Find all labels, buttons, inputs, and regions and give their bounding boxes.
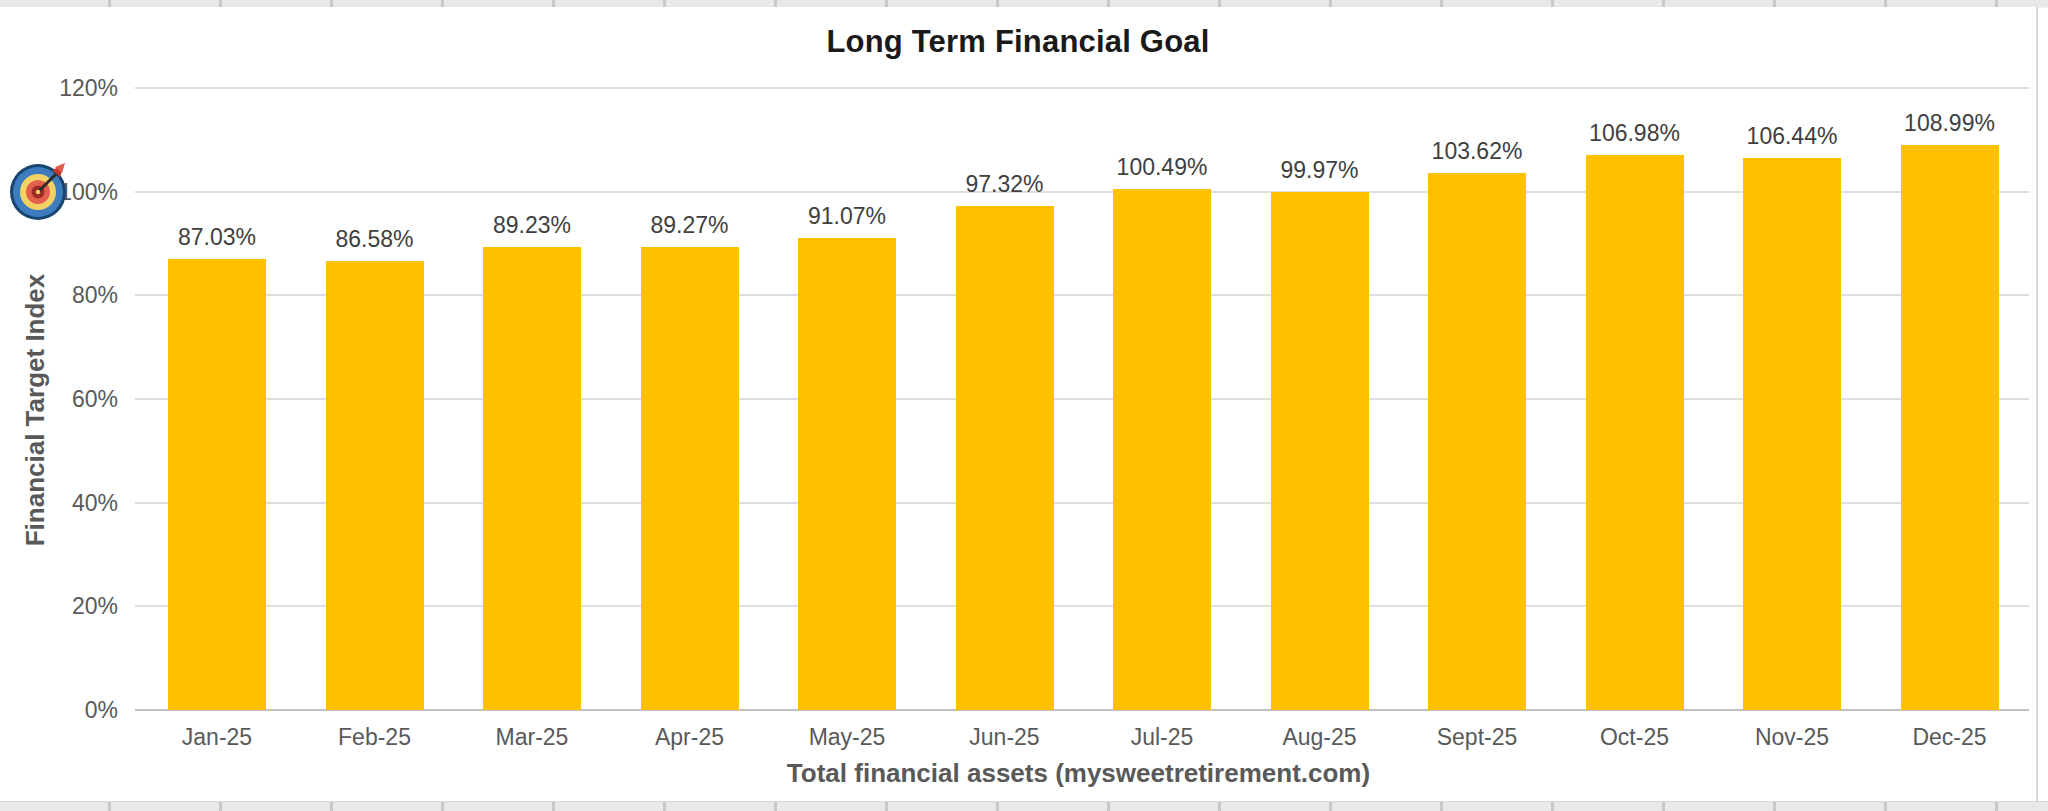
bar-Mar-25 <box>483 247 581 710</box>
bar-data-label-Apr-25: 89.27% <box>605 211 775 239</box>
x-tick-label-Nov-25: Nov-25 <box>1713 722 1871 752</box>
y-tick-label-120%: 120% <box>18 73 118 103</box>
bar-Nov-25 <box>1743 158 1841 710</box>
bar-data-label-Jun-25: 97.32% <box>920 170 1090 198</box>
bar-data-label-Nov-25: 106.44% <box>1707 122 1877 150</box>
x-tick-label-Apr-25: Apr-25 <box>611 722 769 752</box>
chart-title: Long Term Financial Goal <box>0 20 2036 64</box>
chart-screenshot: Long Term Financial Goal Financial Targe… <box>0 0 2048 811</box>
spreadsheet-row-strip-bottom <box>0 801 2048 811</box>
bar-data-label-Dec-25: 108.99% <box>1865 109 2035 137</box>
y-tick-label-60%: 60% <box>18 384 118 414</box>
bar-Aug-25 <box>1271 192 1369 710</box>
x-tick-label-Feb-25: Feb-25 <box>296 722 454 752</box>
bar-Jan-25 <box>168 259 266 710</box>
y-tick-label-20%: 20% <box>18 591 118 621</box>
bar-data-label-Sept-25: 103.62% <box>1392 137 1562 165</box>
bar-data-label-Jan-25: 87.03% <box>132 223 302 251</box>
chart-area: Long Term Financial Goal Financial Targe… <box>0 7 2038 801</box>
x-axis-title: Total financial assets (mysweetretiremen… <box>128 756 2029 790</box>
x-tick-label-Jun-25: Jun-25 <box>926 722 1084 752</box>
bar-Apr-25 <box>641 247 739 710</box>
y-tick-label-80%: 80% <box>18 280 118 310</box>
bar-Dec-25 <box>1901 145 1999 710</box>
x-tick-label-Mar-25: Mar-25 <box>453 722 611 752</box>
y-tick-label-0%: 0% <box>18 695 118 725</box>
bar-data-label-Jul-25: 100.49% <box>1077 153 1247 181</box>
x-tick-label-Jul-25: Jul-25 <box>1083 722 1241 752</box>
x-tick-label-Sept-25: Sept-25 <box>1398 722 1556 752</box>
bullseye-dart-icon <box>8 158 72 222</box>
x-tick-label-May-25: May-25 <box>768 722 926 752</box>
gridline-120% <box>135 87 2029 89</box>
bar-Sept-25 <box>1428 173 1526 710</box>
bar-data-label-Feb-25: 86.58% <box>290 225 460 253</box>
x-tick-label-Aug-25: Aug-25 <box>1241 722 1399 752</box>
bar-Jun-25 <box>956 206 1054 710</box>
bar-Oct-25 <box>1586 155 1684 710</box>
x-tick-label-Jan-25: Jan-25 <box>138 722 296 752</box>
bar-May-25 <box>798 238 896 710</box>
bar-Feb-25 <box>326 261 424 710</box>
bar-Jul-25 <box>1113 189 1211 710</box>
bar-data-label-Aug-25: 99.97% <box>1235 156 1405 184</box>
x-tick-label-Dec-25: Dec-25 <box>1871 722 2029 752</box>
x-tick-label-Oct-25: Oct-25 <box>1556 722 1714 752</box>
bar-data-label-Oct-25: 106.98% <box>1550 119 1720 147</box>
bar-data-label-May-25: 91.07% <box>762 202 932 230</box>
y-tick-label-40%: 40% <box>18 488 118 518</box>
bar-data-label-Mar-25: 89.23% <box>447 211 617 239</box>
